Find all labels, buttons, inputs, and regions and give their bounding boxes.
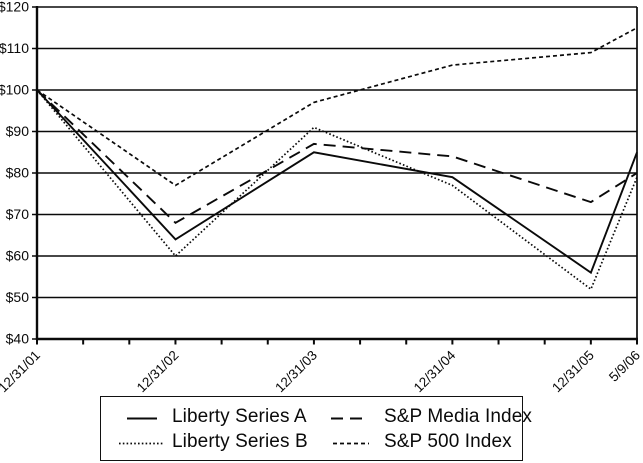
x-tick-label: 12/31/04 <box>411 347 459 394</box>
legend-swatch-fine-dotted <box>119 442 163 444</box>
chart-legend: Liberty Series A S&P Media Index Liberty S… <box>100 396 532 461</box>
legend-label: S&P Media Index <box>384 406 532 427</box>
legend-item-liberty-series-b: Liberty Series B <box>117 431 329 452</box>
y-tick-label: $50 <box>6 289 30 305</box>
y-tick-label: $80 <box>6 165 30 181</box>
y-tick-label: $90 <box>6 123 30 139</box>
legend-item-liberty-series-a: Liberty Series A <box>117 406 329 427</box>
series-line-liberty-series-b <box>36 89 638 291</box>
y-tick-label: $40 <box>6 331 30 347</box>
y-tick-label: $60 <box>6 248 30 264</box>
series-line-s-p-media-index <box>36 89 638 224</box>
x-tick-label: 12/31/02 <box>134 348 182 394</box>
y-tick-label: $70 <box>6 206 30 222</box>
legend-label: Liberty Series A <box>172 406 307 427</box>
y-tick-label: $110 <box>0 40 29 56</box>
x-tick-label: 5/9/06 <box>606 348 643 385</box>
legend-swatch-solid <box>127 417 157 419</box>
legend-item-s-p-500-index: S&P 500 Index <box>329 431 532 452</box>
legend-label: S&P 500 Index <box>384 431 512 452</box>
x-tick-label: 12/31/05 <box>549 348 597 394</box>
legend-swatch-long-dash <box>331 417 369 419</box>
y-tick-label: $100 <box>0 82 29 98</box>
legend-label: Liberty Series B <box>172 431 308 452</box>
series-line-s-p-500-index <box>36 27 638 187</box>
y-tick-label: $120 <box>0 0 29 15</box>
legend-item-s-p-media-index: S&P Media Index <box>329 406 532 427</box>
x-tick-label: 12/31/03 <box>272 348 320 394</box>
legend-swatch-short-dash <box>333 442 369 444</box>
x-tick-label: 12/31/01 <box>0 348 43 394</box>
performance-line-chart: $40 $50 $60 $70 $80 $90 $100 $110 $120 12/31/01 12… <box>0 0 643 394</box>
series-line-liberty-series-a <box>36 89 638 275</box>
